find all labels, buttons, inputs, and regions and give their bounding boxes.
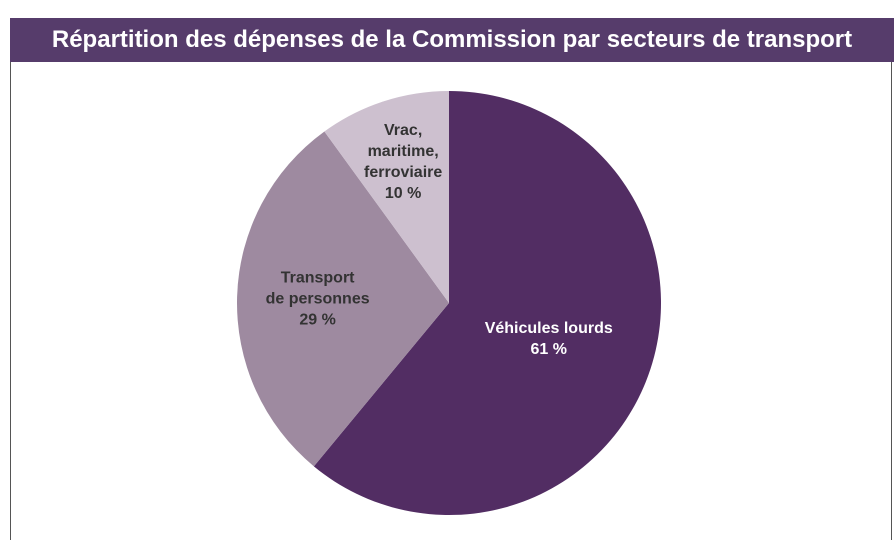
slice-value: 61 % — [530, 340, 567, 358]
pie-slice — [324, 91, 449, 303]
pie-slice — [237, 131, 449, 467]
slice-label: Vrac, maritime, ferroviaire 10 % — [364, 120, 442, 204]
slice-category: Vrac, maritime, ferroviaire — [364, 121, 443, 181]
chart-frame — [10, 62, 892, 540]
slice-category: Véhicules lourds — [484, 319, 613, 337]
slice-value: 10 % — [384, 184, 422, 202]
pie-slice — [313, 91, 661, 515]
slice-label: Transport de personnes 29 % — [266, 267, 370, 330]
chart-title: Répartition des dépenses de la Commissio… — [10, 18, 894, 62]
slice-value: 29 % — [299, 311, 336, 329]
slice-label: Véhicules lourds 61 % — [485, 318, 613, 360]
slice-category: Transport de personnes — [265, 269, 370, 308]
